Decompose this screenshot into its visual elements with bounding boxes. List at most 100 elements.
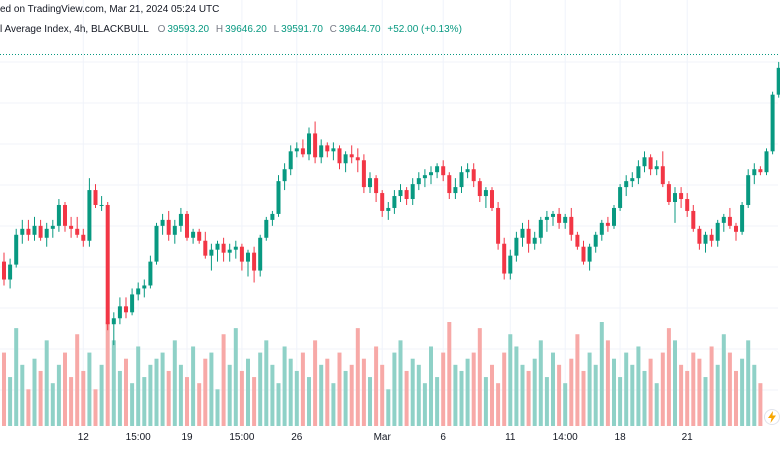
volume-bar [148,364,153,426]
volume-bar [422,383,427,426]
volume-bar [715,364,720,426]
candle-body [508,255,513,274]
candle-body [435,166,440,173]
volume-bar [87,352,92,426]
volume-bar [532,358,537,426]
volume-bar [331,383,336,426]
volume-bar [294,370,299,426]
volume-bar [605,340,610,426]
volume-bar [526,370,531,426]
candle-body [587,246,592,262]
volume-bar [496,383,501,426]
candle-body [526,228,531,244]
candle-body [404,190,409,200]
volume-bar [343,370,348,426]
volume-bar [551,352,555,426]
candle-body [294,148,299,152]
volume-bar [380,364,385,426]
volume-bar [185,377,189,426]
candle-body [239,246,244,262]
candle-body [191,231,196,238]
candle-body [166,219,171,235]
volume-bar [56,364,61,426]
candle-body [288,151,293,170]
candle-body [453,187,458,194]
candle-body [258,237,263,271]
close-label: C [329,24,337,35]
volume-bar [685,370,690,426]
x-tick-label: 19 [181,432,193,443]
candle-body [532,237,537,244]
candle-body [38,225,43,238]
volume-bar [465,358,470,426]
volume-bar [520,364,525,426]
x-tick-label: Mar [374,432,392,443]
volume-bar [239,370,244,426]
volume-bar [727,352,732,426]
candle-body [410,184,415,200]
volume-bar [612,358,616,426]
candle-body [642,157,647,167]
volume-bar [288,358,293,426]
x-tick-label: 26 [291,432,303,443]
candle-body [270,213,275,220]
candle-body [593,234,598,247]
candle-body [776,67,780,95]
candle-body [618,187,623,208]
volume-bar [502,352,507,426]
candle-body [685,199,690,211]
x-tick-label: 15:00 [126,432,151,443]
volume-bar [32,358,37,426]
candle-body [8,264,13,280]
volume-bar [264,340,269,426]
volume-bar [270,364,275,426]
volume-bar [99,364,104,426]
candle-body [227,249,232,253]
candle-body [612,207,616,226]
volume-bar [587,352,592,426]
volume-bar [416,364,421,426]
volume-bar [703,377,708,426]
lightning-icon[interactable] [764,409,780,425]
candle-body [93,190,98,205]
volume-bar [709,346,714,426]
low-label: L [273,24,280,35]
candle-body [459,172,464,188]
volume-bar [691,352,696,426]
volume-bar [642,370,647,426]
volume-bar [624,352,629,426]
candle-body [20,228,25,235]
ohlc-legend: l Average Index, 4h, BLACKBULL O 39593.20… [0,24,466,35]
candle-body [99,204,104,206]
candle-body [429,172,433,176]
volume-bar [142,377,147,426]
x-tick-label: 12 [78,432,90,443]
volume-bar [276,383,281,426]
candle-body [483,190,488,197]
candle-body [355,157,360,161]
volume-bar [374,346,379,426]
candle-body [563,216,568,223]
candle-body [252,252,257,271]
candle-body [575,234,580,247]
candle-body [734,225,738,232]
volume-bar [618,377,623,426]
candle-body [300,148,305,155]
volume-bar [441,352,446,426]
volume-bar [50,383,55,426]
x-tick-label: 15:00 [229,432,254,443]
candle-body [368,178,372,188]
volume-bar [355,328,360,426]
candle-body [758,169,763,173]
candle-body [178,213,183,226]
volume-bar [666,328,671,426]
volume-bar [593,364,598,426]
volume-bar [721,334,726,426]
candle-body [697,228,702,244]
candle-body [160,219,165,226]
volume-bar [252,377,257,426]
volume-bar [648,358,653,426]
high-label: H [215,24,224,35]
